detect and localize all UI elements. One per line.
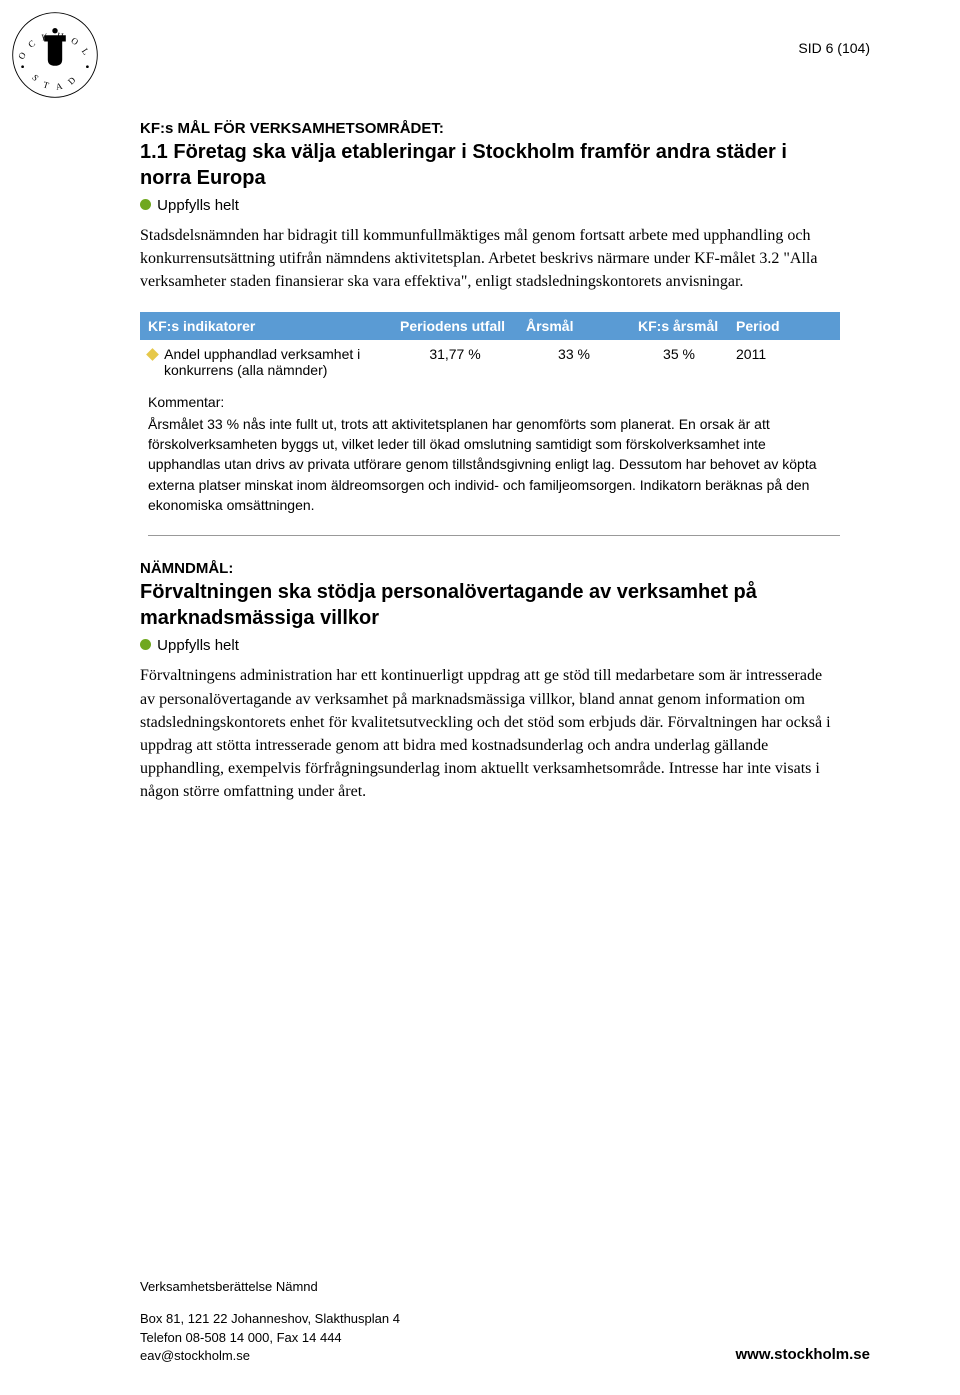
col-kfs: KF:s årsmål <box>630 312 728 340</box>
footer-doc-title: Verksamhetsberättelse Nämnd <box>140 1278 870 1296</box>
col-indicator: KF:s indikatorer <box>140 312 392 340</box>
indicator-name: Andel upphandlad verksamhet i konkurrens… <box>164 346 360 378</box>
indicator-comment: Kommentar: Årsmålet 33 % nås inte fullt … <box>140 390 840 526</box>
section2-title: Förvaltningen ska stödja personalövertag… <box>140 579 840 631</box>
footer-phone: Telefon 08-508 14 000, Fax 14 444 <box>140 1329 400 1347</box>
section1-label: KF:s MÅL FÖR VERKSAMHETSOMRÅDET: <box>140 120 840 137</box>
status-text: Uppfylls helt <box>157 637 239 654</box>
comment-text: Årsmålet 33 % nås inte fullt ut, trots a… <box>148 414 832 515</box>
svg-text:S T A D: S T A D <box>30 72 80 92</box>
col-period: Period <box>728 312 840 340</box>
status-dot-icon <box>140 639 151 650</box>
indicator-table: KF:s indikatorer Periodens utfall Årsmål… <box>140 312 840 384</box>
stockholm-logo: S T O C K H O L M S S T A D <box>10 10 100 100</box>
footer-url: www.stockholm.se <box>736 1344 870 1365</box>
section1-title: 1.1 Företag ska välja etableringar i Sto… <box>140 139 840 191</box>
page-content: KF:s MÅL FÖR VERKSAMHETSOMRÅDET: 1.1 För… <box>140 120 840 803</box>
footer-contact: Box 81, 121 22 Johanneshov, Slakthusplan… <box>140 1310 400 1365</box>
col-arsmal: Årsmål <box>518 312 630 340</box>
section2-label: NÄMNDMÅL: <box>140 560 840 577</box>
col-utfall: Periodens utfall <box>392 312 518 340</box>
section2-status: Uppfylls helt <box>140 637 840 654</box>
section1-body: Stadsdelsnämnden har bidragit till kommu… <box>140 224 840 294</box>
section1-status: Uppfylls helt <box>140 197 840 214</box>
cell-period: 2011 <box>728 340 840 384</box>
page-number: SID 6 (104) <box>798 40 870 56</box>
section2-body: Förvaltningens administration har ett ko… <box>140 664 840 803</box>
indicator-status-icon <box>146 348 159 361</box>
cell-kfs: 35 % <box>630 340 728 384</box>
comment-label: Kommentar: <box>148 392 832 412</box>
table-header-row: KF:s indikatorer Periodens utfall Årsmål… <box>140 312 840 340</box>
page-footer: Verksamhetsberättelse Nämnd Box 81, 121 … <box>140 1278 870 1365</box>
footer-email: eav@stockholm.se <box>140 1347 400 1365</box>
cell-utfall: 31,77 % <box>392 340 518 384</box>
cell-arsmal: 33 % <box>518 340 630 384</box>
section2: NÄMNDMÅL: Förvaltningen ska stödja perso… <box>140 560 840 803</box>
separator <box>148 535 840 536</box>
status-dot-icon <box>140 199 151 210</box>
status-text: Uppfylls helt <box>157 197 239 214</box>
footer-address: Box 81, 121 22 Johanneshov, Slakthusplan… <box>140 1310 400 1328</box>
cell-indicator: Andel upphandlad verksamhet i konkurrens… <box>140 340 392 384</box>
table-row: Andel upphandlad verksamhet i konkurrens… <box>140 340 840 384</box>
